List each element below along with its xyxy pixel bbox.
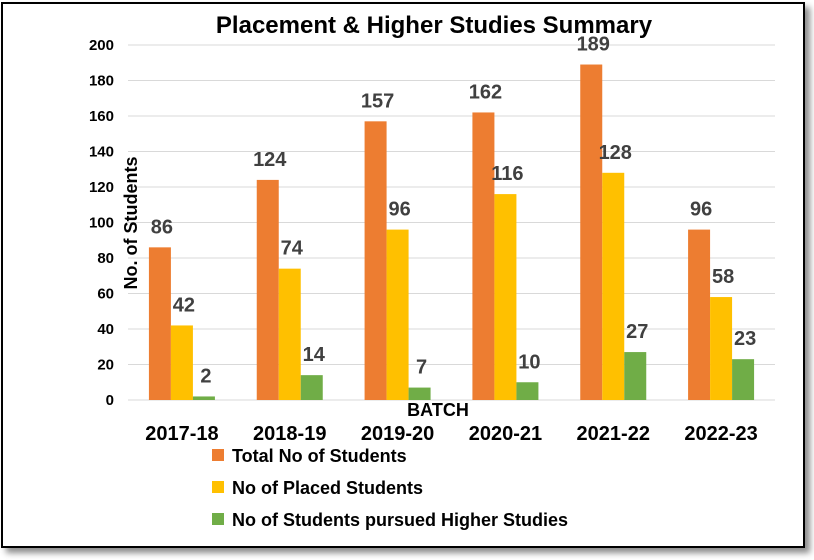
bar xyxy=(710,297,733,400)
data-label: 14 xyxy=(303,344,326,366)
data-label: 10 xyxy=(518,351,540,373)
data-label: 23 xyxy=(734,328,756,350)
legend-label: No of Placed Students xyxy=(232,478,423,498)
x-tick-label: 2020-21 xyxy=(469,423,542,445)
bar xyxy=(300,375,323,400)
y-tick-label: 120 xyxy=(89,179,114,196)
data-label: 128 xyxy=(599,142,632,164)
bar xyxy=(192,396,215,400)
legend-swatch xyxy=(212,513,224,525)
legend-swatch xyxy=(212,449,224,461)
data-label: 157 xyxy=(361,90,394,112)
bar xyxy=(516,382,539,400)
data-label: 42 xyxy=(173,294,195,316)
y-tick-label: 0 xyxy=(106,392,114,409)
data-label: 74 xyxy=(281,238,304,260)
y-tick-label: 100 xyxy=(89,215,114,232)
legend-swatch xyxy=(212,481,224,493)
data-label: 58 xyxy=(712,266,734,288)
x-tick-label: 2019-20 xyxy=(361,423,434,445)
x-tick-label: 2018-19 xyxy=(253,423,326,445)
data-label: 96 xyxy=(388,199,410,221)
bar xyxy=(170,325,193,400)
bar xyxy=(148,247,171,400)
bar xyxy=(278,268,301,400)
data-label: 189 xyxy=(577,34,610,56)
data-label: 27 xyxy=(626,321,648,343)
y-tick-label: 60 xyxy=(97,286,114,303)
data-label: 162 xyxy=(469,81,502,103)
bar xyxy=(602,172,625,400)
bar xyxy=(364,121,387,400)
y-tick-label: 80 xyxy=(97,250,114,267)
legend: Total No of Students No of Placed Student… xyxy=(212,446,568,530)
chart-title: Placement & Higher Studies Summary xyxy=(216,12,653,39)
data-label: 96 xyxy=(690,199,712,221)
x-axis-ticks: 2017-18 2018-19 2019-20 2020-21 2021-22 2022-… xyxy=(145,423,758,445)
bar xyxy=(494,194,517,400)
bar xyxy=(472,112,495,400)
bar xyxy=(732,359,755,400)
x-axis-label: BATCH xyxy=(407,400,469,420)
x-tick-label: 2021-22 xyxy=(577,423,650,445)
bar xyxy=(688,229,711,400)
y-tick-label: 180 xyxy=(89,73,114,90)
data-label: 2 xyxy=(200,365,211,387)
legend-label: No of Students pursued Higher Studies xyxy=(232,510,568,530)
bar xyxy=(408,387,431,400)
y-axis-label: No. of Students xyxy=(121,157,141,290)
y-tick-label: 20 xyxy=(97,357,114,374)
bar xyxy=(256,179,279,400)
y-tick-label: 140 xyxy=(89,144,114,161)
bars-layer xyxy=(148,64,755,401)
data-label: 124 xyxy=(253,149,287,171)
y-tick-label: 40 xyxy=(97,321,114,338)
labels-layer: 86 42 2 124 74 14 157 96 7 162 116 10 189 128 27 96 58 23 xyxy=(151,34,756,388)
data-label: 116 xyxy=(491,163,523,185)
y-tick-label: 160 xyxy=(89,108,114,125)
bar xyxy=(624,352,647,400)
x-tick-label: 2022-23 xyxy=(684,423,757,445)
data-label: 7 xyxy=(416,357,427,379)
data-label: 86 xyxy=(151,216,173,238)
y-tick-label: 200 xyxy=(89,37,114,54)
legend-label: Total No of Students xyxy=(232,446,407,466)
x-tick-label: 2017-18 xyxy=(145,423,218,445)
bar xyxy=(386,229,409,400)
grid-layer xyxy=(128,44,775,401)
bar xyxy=(580,64,603,401)
y-axis-ticks: 0 20 40 60 80 100 120 140 160 180 200 xyxy=(89,37,114,409)
